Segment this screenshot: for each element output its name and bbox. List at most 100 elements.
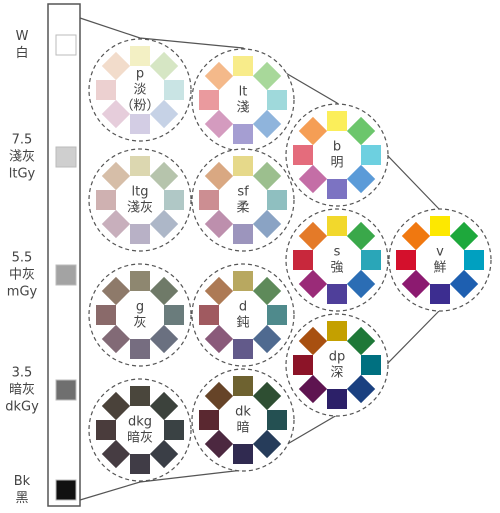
color-swatch <box>130 156 150 176</box>
gray-label: 白 <box>15 45 28 61</box>
color-swatch <box>130 114 150 134</box>
color-swatch <box>199 305 219 325</box>
color-swatch <box>252 429 282 459</box>
color-swatch <box>327 216 347 236</box>
color-swatch <box>130 271 150 291</box>
color-swatch <box>164 305 184 325</box>
color-swatch <box>233 271 253 291</box>
tone-label: 強 <box>330 261 343 276</box>
tone-label: 暗灰 <box>127 431 153 446</box>
color-swatch <box>130 454 150 474</box>
color-swatch <box>346 269 376 299</box>
color-swatch <box>346 326 376 356</box>
tone-label: p <box>136 67 144 82</box>
gray-label: Bk <box>14 474 31 489</box>
color-swatch <box>164 190 184 210</box>
tone-label: 灰 <box>133 316 146 331</box>
color-swatch <box>327 321 347 341</box>
tone-label: dkg <box>128 415 152 430</box>
color-swatch <box>199 190 219 210</box>
color-swatch <box>401 269 431 299</box>
color-swatch <box>267 305 287 325</box>
gray-swatch <box>55 479 77 501</box>
color-swatch <box>96 305 116 325</box>
color-swatch <box>233 56 253 76</box>
tone-label: 淡 <box>133 83 146 98</box>
color-swatch <box>233 156 253 176</box>
gray-scale-bar <box>47 3 81 507</box>
color-swatch <box>327 111 347 131</box>
tone-label: 淺灰 <box>127 201 153 216</box>
color-swatch <box>327 389 347 409</box>
tone-label: 明 <box>330 156 343 171</box>
color-swatch <box>464 250 484 270</box>
color-swatch <box>293 145 313 165</box>
color-swatch <box>361 145 381 165</box>
color-swatch <box>298 269 328 299</box>
color-swatch <box>430 284 450 304</box>
color-swatch <box>267 90 287 110</box>
color-swatch <box>346 374 376 404</box>
tone-label: dk <box>235 405 251 420</box>
tone-label: s <box>334 245 341 260</box>
color-swatch <box>252 381 282 411</box>
color-swatch <box>96 80 116 100</box>
gray-label: 淺灰 <box>9 150 35 165</box>
tone-label: dp <box>329 350 346 365</box>
color-swatch <box>430 216 450 236</box>
tone-label: b <box>333 140 341 155</box>
color-swatch <box>346 116 376 146</box>
color-swatch <box>233 339 253 359</box>
color-swatch <box>199 90 219 110</box>
color-swatch <box>96 190 116 210</box>
gray-swatch <box>55 379 77 401</box>
color-swatch <box>149 51 179 81</box>
color-swatch <box>298 116 328 146</box>
color-swatch <box>233 444 253 464</box>
color-swatch <box>327 284 347 304</box>
color-swatch <box>293 250 313 270</box>
gray-label: 黑 <box>15 491 28 506</box>
gray-label: 3.5 <box>12 366 33 381</box>
tone-label: lt <box>239 85 248 100</box>
color-swatch <box>233 124 253 144</box>
color-swatch <box>199 410 219 430</box>
tone-label: （粉） <box>120 99 159 114</box>
color-swatch <box>101 99 131 129</box>
color-swatch <box>252 276 282 306</box>
color-swatch <box>233 376 253 396</box>
color-swatch <box>361 250 381 270</box>
color-swatch <box>252 324 282 354</box>
color-swatch <box>396 250 416 270</box>
tone-label: 深 <box>330 366 343 381</box>
tone-label: v <box>436 245 444 260</box>
color-swatch <box>164 80 184 100</box>
tone-label: 鮮 <box>433 261 446 276</box>
color-swatch <box>267 190 287 210</box>
gray-label: ltGy <box>9 167 36 182</box>
tone-label: ltg <box>132 185 149 200</box>
gray-label: 7.5 <box>12 133 33 148</box>
color-swatch <box>267 410 287 430</box>
gray-label: mGy <box>7 285 38 300</box>
tone-label: 柔 <box>236 201 249 216</box>
gray-swatch <box>55 264 77 286</box>
color-swatch <box>96 420 116 440</box>
tone-label: 暗 <box>236 421 249 436</box>
gray-label: 中灰 <box>9 268 35 283</box>
color-swatch <box>130 46 150 66</box>
color-swatch <box>101 51 131 81</box>
color-swatch <box>298 374 328 404</box>
color-swatch <box>164 420 184 440</box>
color-swatch <box>233 224 253 244</box>
tone-label: sf <box>237 185 249 200</box>
color-swatch <box>449 269 479 299</box>
color-swatch <box>361 355 381 375</box>
color-swatch <box>130 386 150 406</box>
color-swatch <box>130 224 150 244</box>
tone-label: d <box>239 300 247 315</box>
color-swatch <box>130 339 150 359</box>
tone-label: 鈍 <box>236 316 249 331</box>
gray-label: 暗灰 <box>9 383 35 398</box>
